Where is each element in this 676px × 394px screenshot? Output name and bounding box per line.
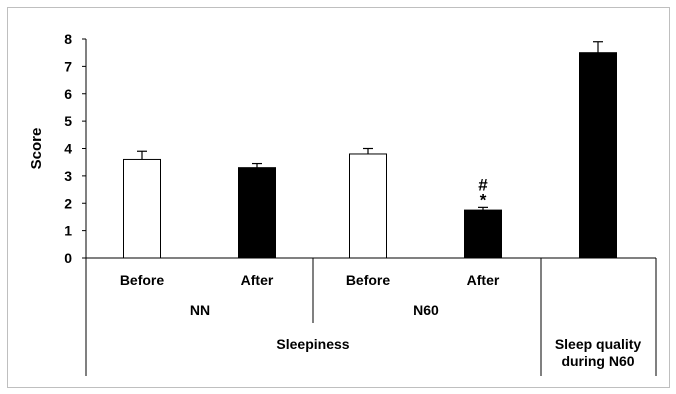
x-category-label: After [241, 272, 274, 288]
y-tick-label: 1 [64, 223, 72, 239]
bar [464, 209, 502, 259]
y-axis-title: Score [28, 128, 45, 170]
x-section-label: Sleepiness [276, 336, 349, 352]
chart-frame [7, 7, 670, 388]
x-group-label: NN [190, 302, 210, 318]
y-tick-label: 7 [64, 58, 72, 74]
x-category-label: After [467, 272, 500, 288]
significance-marker: * [480, 190, 487, 209]
bar [349, 153, 387, 259]
y-tick-label: 0 [64, 250, 72, 266]
significance-marker: # [478, 175, 488, 194]
x-section-label: during N60 [561, 353, 634, 369]
y-tick-label: 6 [64, 86, 72, 102]
bar [123, 158, 161, 259]
x-category-label: Before [346, 272, 391, 288]
y-tick-label: 5 [64, 113, 72, 129]
x-section-label: Sleep quality [555, 336, 642, 352]
bar [579, 52, 617, 259]
axis-labels: Score Before After Before After #* NN N60 Sleepi… [28, 128, 641, 369]
y-tick-label: 8 [64, 31, 72, 47]
y-tick-label: 4 [64, 141, 72, 157]
bar [238, 167, 276, 259]
x-group-label: N60 [413, 302, 439, 318]
y-tick-label: 2 [64, 195, 72, 211]
y-tick-label: 3 [64, 168, 72, 184]
bars [123, 41, 617, 259]
x-category-label: Before [120, 272, 165, 288]
